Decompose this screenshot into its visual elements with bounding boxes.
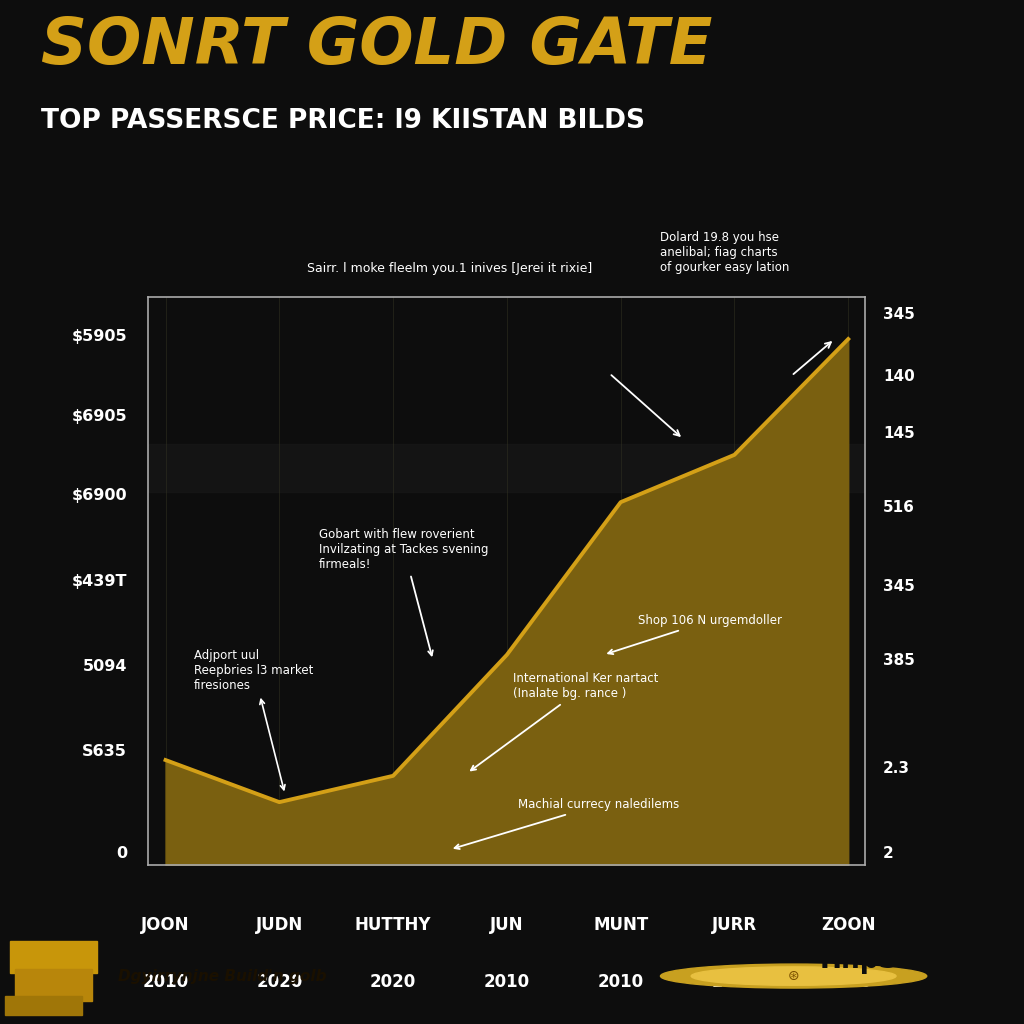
Text: International Ker nartact
(Inalate bg. rance ): International Ker nartact (Inalate bg. r… [471,673,658,770]
Text: Dolard 19.8 you hse
anelibal; fiag charts
of gourker easy lation: Dolard 19.8 you hse anelibal; fiag chart… [660,231,790,274]
Text: 2020: 2020 [256,973,302,991]
Text: 516: 516 [883,500,915,515]
Text: 2.3: 2.3 [883,761,910,776]
Text: 385: 385 [883,653,915,669]
Text: 2010: 2010 [712,973,758,991]
Text: ZOON: ZOON [821,916,876,935]
Text: 145: 145 [883,426,915,441]
Text: 140: 140 [883,369,915,384]
Text: 2010: 2010 [598,973,644,991]
Text: Sairr. l moke fleelm you.1 inives [Jerei it rixie]: Sairr. l moke fleelm you.1 inives [Jerei… [307,262,593,274]
Text: $6905: $6905 [72,409,127,424]
Text: SONRT GOLD GATE: SONRT GOLD GATE [41,15,713,78]
Circle shape [691,967,896,985]
Text: by Hlbgrleant: by Hlbgrleant [852,997,937,1011]
Text: 2010: 2010 [825,973,871,991]
Circle shape [660,965,927,988]
Text: JOON: JOON [141,916,189,935]
Text: MUNT: MUNT [593,916,648,935]
Text: $5905: $5905 [72,330,127,344]
Text: Machial currecy naledilems: Machial currecy naledilems [455,799,680,849]
Bar [5,996,82,1015]
Text: 5094: 5094 [83,658,127,674]
Text: 2: 2 [883,847,894,861]
Text: Adjport uul
Reepbries l3 market
firesiones: Adjport uul Reepbries l3 market firesion… [194,649,313,790]
Text: $6900: $6900 [72,488,127,504]
Text: HUTTHY: HUTTHY [355,916,431,935]
Text: Dgyirrynjne Build'n golb: Dgyirrynjne Build'n golb [118,969,327,984]
Text: HhpSuddens: HhpSuddens [819,948,1007,974]
Text: 2010: 2010 [483,973,530,991]
Text: ⊛: ⊛ [787,969,800,983]
Bar [10,941,97,973]
Text: S635: S635 [82,744,127,759]
Bar [15,969,92,1001]
Text: 2020: 2020 [370,973,416,991]
Text: Shop 106 N urgemdoller: Shop 106 N urgemdoller [608,614,781,654]
Text: 345: 345 [883,306,915,322]
Text: JUDN: JUDN [256,916,303,935]
Text: Gobart with flew roverient
Invilzating at Tackes svening
firmeals!: Gobart with flew roverient Invilzating a… [319,528,488,655]
Text: $439T: $439T [72,573,127,589]
Bar [148,444,865,492]
Text: 0: 0 [116,847,127,861]
Text: JURR: JURR [712,916,757,935]
Text: JUN: JUN [490,916,523,935]
Text: 345: 345 [883,580,915,594]
Text: TOP PASSERSCE PRICE: l9 KIISTAN BILDS: TOP PASSERSCE PRICE: l9 KIISTAN BILDS [41,108,645,133]
Text: 2010: 2010 [142,973,188,991]
